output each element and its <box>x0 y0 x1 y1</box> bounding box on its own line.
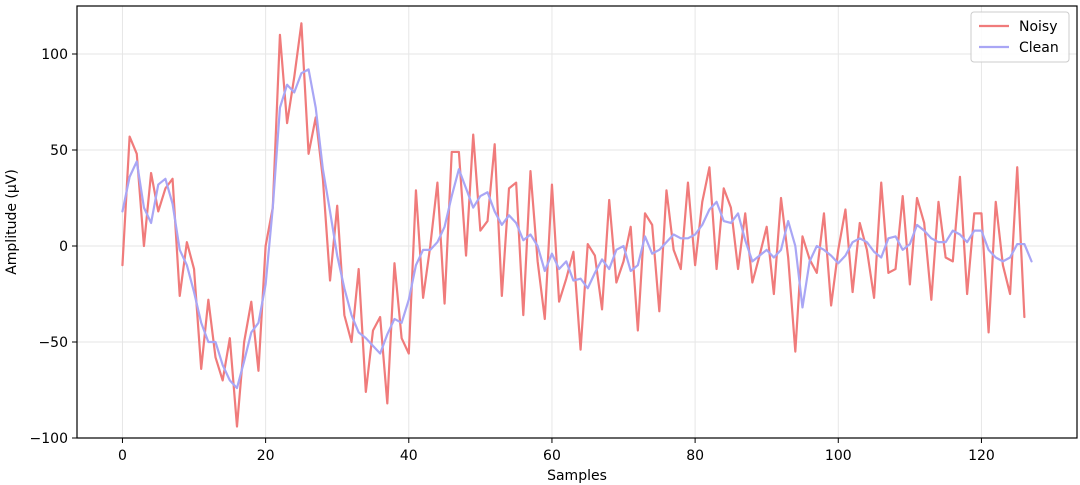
x-tick-label: 20 <box>257 448 275 464</box>
y-tick-label: 50 <box>50 143 68 159</box>
x-tick-label: 0 <box>118 448 127 464</box>
series-line-clean <box>121 68 1033 390</box>
x-tick-label: 60 <box>543 448 561 464</box>
series-lines <box>121 22 1033 428</box>
legend: Noisy Clean <box>970 11 1070 63</box>
legend-label: Clean <box>1019 40 1059 56</box>
x-tick-label: 120 <box>968 448 995 464</box>
x-tick-label: 40 <box>400 448 418 464</box>
legend-label: Noisy <box>1019 19 1058 35</box>
y-tick-label: 100 <box>41 47 68 63</box>
grid <box>77 6 1077 439</box>
y-tick-label: 0 <box>59 239 68 255</box>
y-axis-label: Amplitude (μV) <box>4 169 20 275</box>
y-tick-label: −100 <box>30 431 68 447</box>
axis-ticks: 0 20 40 60 80 100 120 −100 −50 0 50 100 <box>30 47 995 464</box>
x-axis-label: Samples <box>547 468 607 484</box>
x-tick-label: 100 <box>825 448 852 464</box>
plot-frame <box>76 5 1078 439</box>
legend-box <box>970 11 1070 63</box>
y-tick-label: −50 <box>38 335 68 351</box>
x-tick-label: 80 <box>686 448 704 464</box>
series-line-noisy <box>121 22 1026 428</box>
